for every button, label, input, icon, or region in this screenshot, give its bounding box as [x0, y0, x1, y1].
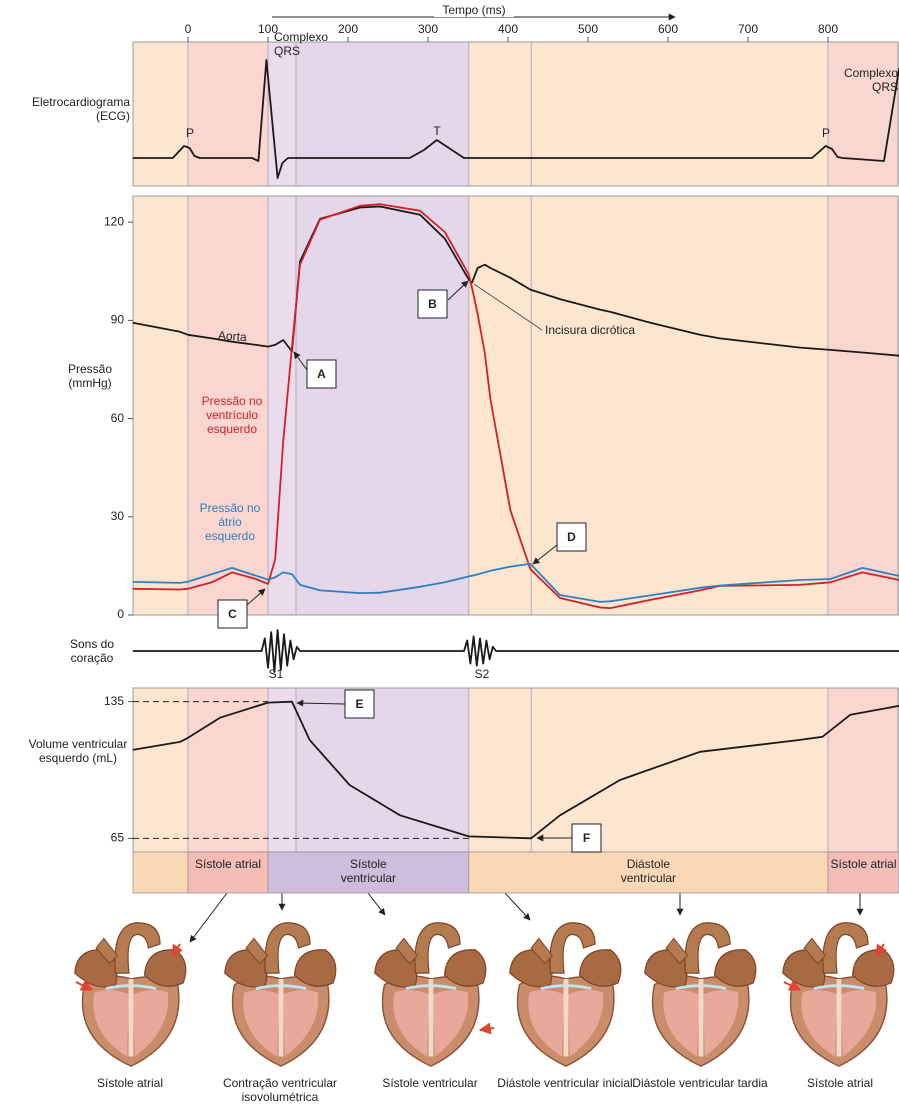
annotation: S1: [261, 667, 291, 681]
heart-caption: Diástole ventricular tardia: [630, 1076, 770, 1090]
labels: Tempo (ms) Sístole atrial Sístole ventricu…: [0, 0, 899, 1105]
annotation: Complexo QRS: [274, 30, 334, 58]
series-label: Pressão no átrio esquerdo: [194, 501, 266, 543]
page: 0100200300400500600700800030609012065135…: [0, 0, 899, 1105]
series-label: Pressão no ventrículo esquerdo: [191, 394, 273, 436]
phase-label: Sístole ventricular: [328, 857, 408, 885]
annotation: T: [427, 124, 447, 138]
y-axis-title: Eletrocardiograma (ECG): [10, 95, 130, 123]
y-axis-title: Sons do coração: [52, 637, 132, 665]
annotation: P: [816, 126, 836, 140]
y-axis-title: Pressão (mmHg): [55, 362, 125, 390]
annotation: S2: [467, 667, 497, 681]
x-axis-title: Tempo (ms): [434, 3, 514, 17]
annotation: Incisura dicrótica: [545, 323, 665, 337]
heart-caption: Sístole atrial: [770, 1076, 899, 1090]
phase-label: Sístole atrial: [830, 857, 897, 871]
y-axis-title: Volume ventricular esquerdo (mL): [28, 737, 128, 765]
phase-label: Sístole atrial: [190, 857, 266, 871]
heart-caption: Diástole ventricular inicial: [495, 1076, 635, 1090]
heart-caption: Sístole ventricular: [360, 1076, 500, 1090]
annotation: Complexo QRS: [828, 66, 898, 94]
heart-caption: Contração ventricular isovolumétrica: [200, 1076, 360, 1104]
series-label: Aorta: [218, 328, 269, 345]
phase-label: Diástole ventricular: [608, 857, 688, 885]
heart-caption: Sístole atrial: [60, 1076, 200, 1090]
annotation: P: [180, 126, 200, 140]
